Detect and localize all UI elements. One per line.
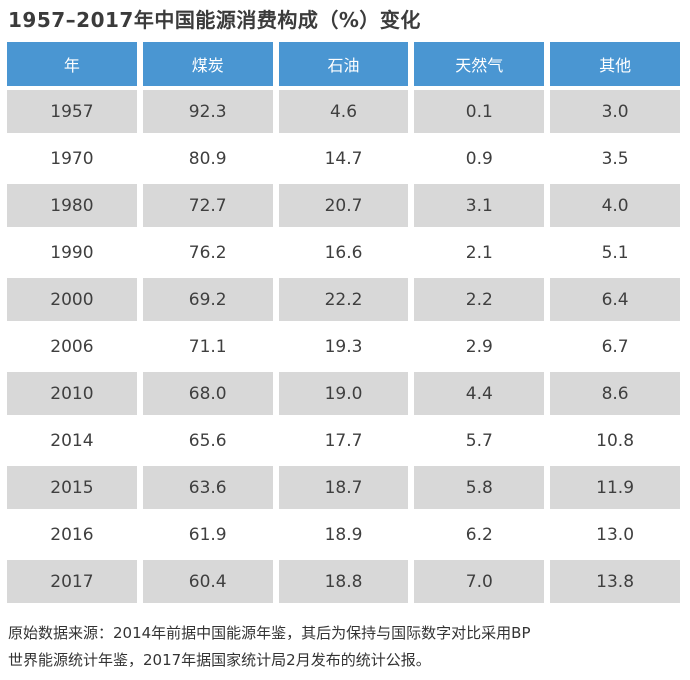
table-cell: 4.6 — [278, 90, 409, 133]
table-cell: 3.5 — [550, 137, 680, 180]
header-cell-other: 其他 — [550, 42, 680, 86]
table-cell: 2.2 — [414, 278, 545, 321]
table-cell: 0.9 — [414, 137, 545, 180]
footer-note: 原始数据来源：2014年前据中国能源年鉴，其后为保持与国际数字对比采用BP 世界… — [8, 620, 682, 674]
table-cell: 2.1 — [414, 231, 545, 274]
table-cell: 2000 — [7, 278, 137, 321]
table-cell: 6.4 — [550, 278, 680, 321]
footer-line: 世界能源统计年鉴，2017年据国家统计局2月发布的统计公报。 — [8, 651, 431, 669]
table-cell: 1970 — [7, 137, 137, 180]
table-cell: 20.7 — [278, 184, 409, 227]
table-cell: 6.2 — [414, 513, 545, 556]
table-cell: 80.9 — [142, 137, 273, 180]
table-cell: 19.3 — [278, 325, 409, 368]
footer-line: 原始数据来源：2014年前据中国能源年鉴，其后为保持与国际数字对比采用BP — [8, 624, 531, 642]
table-cell: 65.6 — [142, 419, 273, 462]
table-cell: 3.0 — [550, 90, 680, 133]
table-cell: 61.9 — [142, 513, 273, 556]
table-cell: 13.8 — [550, 560, 680, 603]
table-cell: 18.8 — [278, 560, 409, 603]
table-cell: 0.1 — [414, 90, 545, 133]
table-cell: 63.6 — [142, 466, 273, 509]
table-cell: 4.4 — [414, 372, 545, 415]
table-cell: 5.8 — [414, 466, 545, 509]
table-cell: 6.7 — [550, 325, 680, 368]
table-cell: 2010 — [7, 372, 137, 415]
header-cell-year: 年 — [7, 42, 137, 86]
table-cell: 69.2 — [142, 278, 273, 321]
table-cell: 3.1 — [414, 184, 545, 227]
table-cell: 2017 — [7, 560, 137, 603]
page-title: 1957–2017年中国能源消费构成（%）变化 — [8, 8, 421, 32]
table-cell: 68.0 — [142, 372, 273, 415]
table-cell: 17.7 — [278, 419, 409, 462]
header-cell-coal: 煤炭 — [142, 42, 273, 86]
header-cell-oil: 石油 — [278, 42, 409, 86]
table-cell: 60.4 — [142, 560, 273, 603]
table-cell: 5.1 — [550, 231, 680, 274]
header-cell-natural-gas: 天然气 — [414, 42, 545, 86]
table-cell: 14.7 — [278, 137, 409, 180]
table-cell: 18.9 — [278, 513, 409, 556]
table-cell: 16.6 — [278, 231, 409, 274]
table-cell: 1980 — [7, 184, 137, 227]
energy-consumption-table: 年 煤炭 石油 天然气 其他 1957 92.3 4.6 0.1 3.0 197… — [7, 42, 680, 603]
table-cell: 19.0 — [278, 372, 409, 415]
table-cell: 10.8 — [550, 419, 680, 462]
table-cell: 5.7 — [414, 419, 545, 462]
table-cell: 92.3 — [142, 90, 273, 133]
table-cell: 72.7 — [142, 184, 273, 227]
table-cell: 18.7 — [278, 466, 409, 509]
table-cell: 2.9 — [414, 325, 545, 368]
table-cell: 76.2 — [142, 231, 273, 274]
table-cell: 71.1 — [142, 325, 273, 368]
table-cell: 11.9 — [550, 466, 680, 509]
table-cell: 8.6 — [550, 372, 680, 415]
table-cell: 2016 — [7, 513, 137, 556]
table-cell: 22.2 — [278, 278, 409, 321]
table-cell: 2006 — [7, 325, 137, 368]
table-cell: 2014 — [7, 419, 137, 462]
table-cell: 1957 — [7, 90, 137, 133]
table-cell: 4.0 — [550, 184, 680, 227]
table-cell: 2015 — [7, 466, 137, 509]
table-cell: 7.0 — [414, 560, 545, 603]
table-cell: 13.0 — [550, 513, 680, 556]
table-cell: 1990 — [7, 231, 137, 274]
